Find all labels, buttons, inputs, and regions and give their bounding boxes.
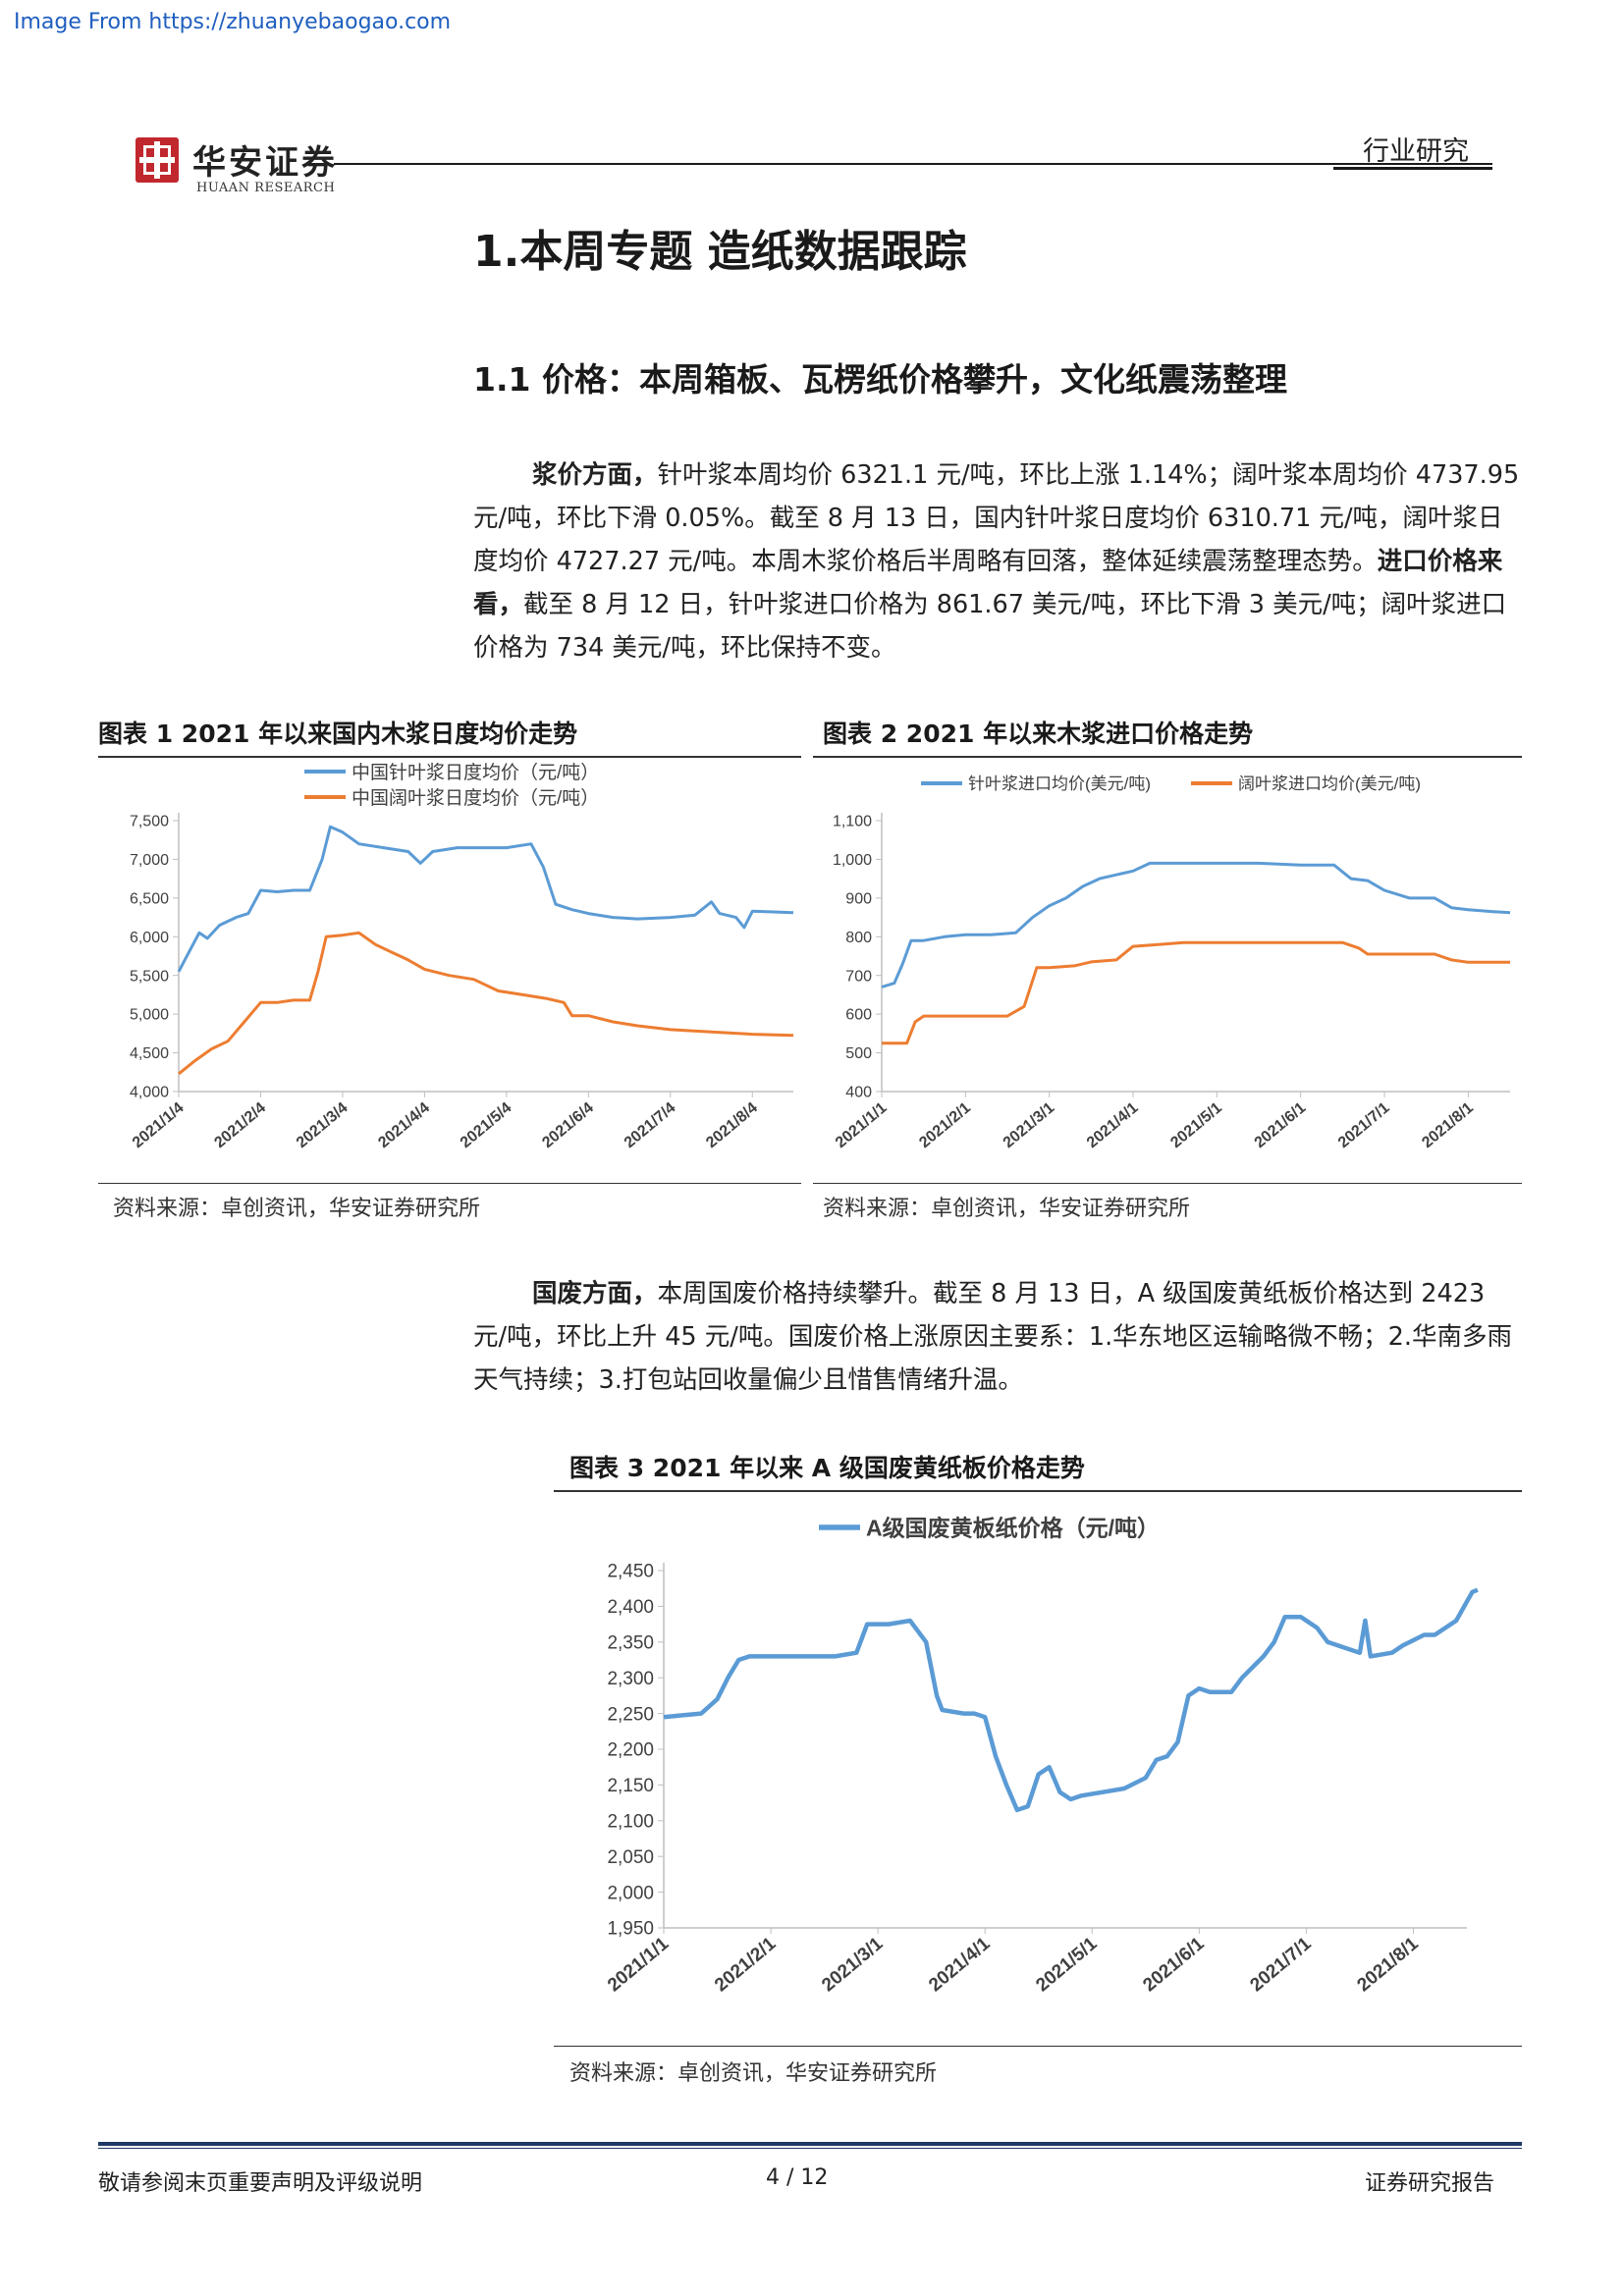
- series-line-0: [881, 861, 1511, 988]
- source-watermark: Image From https://zhuanyebaogao.com: [14, 10, 452, 34]
- y-tick-label: 700: [845, 968, 872, 985]
- y-tick-label: 4,500: [130, 1045, 169, 1062]
- figure-2-rule: [813, 756, 1522, 758]
- x-tick-label: 2021/8/4: [703, 1099, 761, 1151]
- x-tick-label: 2021/7/1: [1246, 1933, 1315, 1996]
- subsection-title: 1.1 价格：本周箱板、瓦楞纸价格攀升，文化纸震荡整理: [473, 360, 1287, 399]
- para-lead: 浆价方面，: [532, 460, 658, 490]
- x-tick-label: 2021/2/4: [211, 1099, 269, 1151]
- y-tick-label: 1,100: [833, 814, 872, 830]
- chart-3: 2,450 2,400 2,350 2,300 2,250 2,200 2,150 2,100…: [604, 1515, 1479, 1996]
- x-tick-label: 2021/6/1: [1139, 1933, 1208, 1996]
- y-tick-label: 2,050: [607, 1847, 654, 1868]
- x-tick-label: 2021/7/4: [622, 1099, 679, 1151]
- x-tick-label: 2021/1/4: [130, 1099, 188, 1151]
- series-line-1: [178, 931, 794, 1076]
- figure-1-rule: [98, 756, 801, 758]
- figure-3-bottom-rule: [554, 2046, 1522, 2047]
- legend-label-1: 阔叶浆进口均价(美元/吨): [1238, 774, 1421, 793]
- section-title: 1.本周专题 造纸数据跟踪: [473, 227, 967, 277]
- y-tick-label: 2,450: [607, 1562, 654, 1582]
- figure-2-source: 资料来源：卓创资讯，华安证券研究所: [823, 1197, 1191, 1221]
- y-tick-label: 2,400: [607, 1597, 654, 1618]
- huaan-logo-icon: [135, 137, 179, 183]
- x-tick-label: 2021/5/1: [1032, 1933, 1101, 1996]
- y-tick-label: 4,000: [130, 1085, 169, 1101]
- figure-3-title: 图表 3 2021 年以来 A 级国废黄纸板价格走势: [569, 1454, 1085, 1482]
- figure-3-source: 资料来源：卓创资讯，华安证券研究所: [569, 2061, 938, 2086]
- report-category: 行业研究: [1363, 136, 1469, 167]
- para-text-import: 截至 8 月 12 日，针叶浆进口价格为 861.67 美元/吨，环比下滑 3 …: [473, 590, 1507, 663]
- x-tick-label: 2021/7/1: [1335, 1099, 1393, 1151]
- series-line-1: [882, 940, 1510, 1045]
- series-line-0: [663, 1587, 1479, 1813]
- x-tick-label: 2021/2/1: [916, 1099, 974, 1151]
- y-tick-label: 900: [845, 890, 872, 907]
- x-tick-label: 2021/3/1: [818, 1933, 887, 1996]
- figure-1-source: 资料来源：卓创资讯，华安证券研究所: [113, 1197, 481, 1221]
- x-tick-label: 2021/1/1: [833, 1099, 891, 1151]
- y-tick-label: 400: [845, 1085, 872, 1101]
- footer-divider: [98, 2142, 1522, 2146]
- x-tick-label: 2021/3/1: [1001, 1099, 1058, 1151]
- legend-label-0: 中国针叶浆日度均价（元/吨）: [352, 762, 599, 783]
- logo-en-text: HUAAN RESEARCH: [196, 181, 336, 195]
- y-tick-label: 2,150: [607, 1776, 654, 1796]
- y-tick-label: 2,250: [607, 1704, 654, 1725]
- figure-3-rule: [554, 1490, 1522, 1492]
- para-text: 针叶浆本周均价 6321.1 元/吨，环比上涨 1.14%；阔叶浆本周均价 47…: [473, 460, 1520, 576]
- figure-1-title: 图表 1 2021 年以来国内木浆日度均价走势: [98, 720, 578, 748]
- x-tick-label: 2021/3/4: [294, 1099, 352, 1151]
- y-tick-label: 7,500: [130, 814, 169, 830]
- chart-1: 7,500 7,000 6,500 6,000 5,500 5,000 4,500 4,000…: [130, 762, 794, 1151]
- header-divider: [334, 163, 1492, 165]
- figure-2-bottom-rule: [813, 1183, 1522, 1184]
- y-tick-label: 2,000: [607, 1883, 654, 1903]
- x-tick-label: 2021/4/1: [925, 1933, 994, 1996]
- x-tick-label: 2021/8/1: [1419, 1099, 1477, 1151]
- y-tick-label: 6,500: [130, 890, 169, 907]
- x-tick-label: 2021/2/1: [711, 1933, 780, 1996]
- x-tick-label: 2021/5/4: [458, 1099, 515, 1151]
- page-number: 4 / 12: [766, 2165, 829, 2190]
- y-tick-label: 2,100: [607, 1811, 654, 1832]
- x-tick-label: 2021/8/1: [1354, 1933, 1423, 1996]
- para2-text: 本周国废价格持续攀升。截至 8 月 13 日，A 级国废黄纸板价格达到 2423…: [473, 1279, 1513, 1395]
- x-tick-label: 2021/6/4: [539, 1099, 597, 1151]
- y-tick-label: 2,300: [607, 1669, 654, 1689]
- legend-label-0: 针叶浆进口均价(美元/吨): [968, 774, 1151, 793]
- footer-report-type: 证券研究报告: [1365, 2171, 1495, 2196]
- figure-2-title: 图表 2 2021 年以来木浆进口价格走势: [823, 720, 1254, 748]
- x-tick-label: 2021/4/4: [375, 1099, 433, 1151]
- y-tick-label: 5,500: [130, 968, 169, 985]
- y-tick-label: 800: [845, 930, 872, 946]
- y-tick-label: 1,950: [607, 1919, 654, 1940]
- legend-label-1: 中国阔叶浆日度均价（元/吨）: [352, 787, 599, 809]
- y-tick-label: 2,200: [607, 1740, 654, 1761]
- x-tick-label: 2021/5/1: [1167, 1099, 1225, 1151]
- x-tick-label: 2021/6/1: [1252, 1099, 1310, 1151]
- x-tick-label: 2021/1/1: [604, 1933, 673, 1996]
- header-divider-bold: [1333, 167, 1492, 170]
- logo-cn-text: 华安证券: [192, 143, 338, 183]
- y-tick-label: 500: [845, 1045, 872, 1062]
- figure-1-bottom-rule: [98, 1183, 801, 1184]
- y-tick-label: 5,000: [130, 1007, 169, 1024]
- footer-divider-thin: [98, 2148, 1522, 2149]
- series-line-0: [177, 825, 794, 973]
- y-tick-label: 600: [845, 1007, 872, 1024]
- x-tick-label: 2021/4/1: [1084, 1099, 1142, 1151]
- footer-disclaimer: 敬请参阅末页重要声明及评级说明: [98, 2171, 423, 2196]
- y-tick-label: 6,000: [130, 930, 169, 946]
- y-tick-label: 7,000: [130, 852, 169, 869]
- para2-lead: 国废方面，: [532, 1279, 658, 1308]
- y-tick-label: 2,350: [607, 1632, 654, 1653]
- waste-paper-paragraph: 国废方面，本周国废价格持续攀升。截至 8 月 13 日，A 级国废黄纸板价格达到…: [473, 1272, 1520, 1402]
- legend-label-0: A级国废黄板纸价格（元/吨）: [866, 1515, 1160, 1540]
- para-lead-import: 进口价格来看，: [473, 547, 1503, 619]
- pulp-price-paragraph: 浆价方面，针叶浆本周均价 6321.1 元/吨，环比上涨 1.14%；阔叶浆本周…: [473, 454, 1520, 669]
- y-tick-label: 1,000: [833, 852, 872, 869]
